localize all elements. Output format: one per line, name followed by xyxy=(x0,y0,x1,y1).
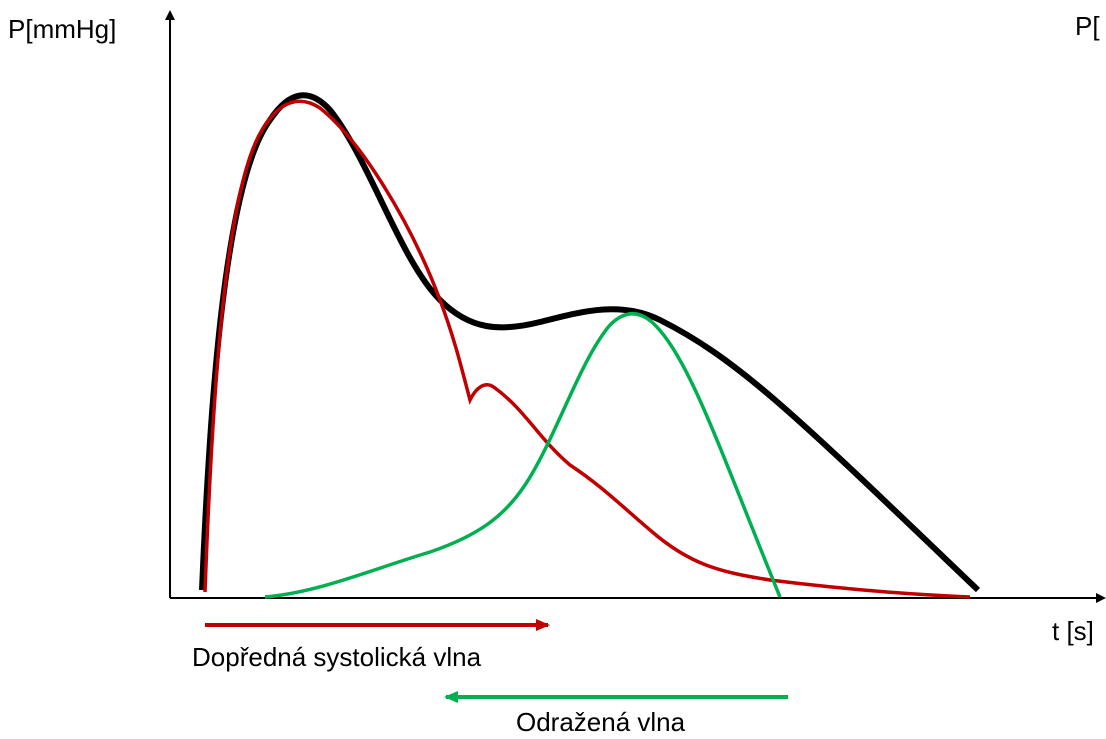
black-curve xyxy=(199,92,981,593)
y2-axis-label: P[ xyxy=(1075,11,1100,41)
reflected-label: Odražená vlna xyxy=(516,707,686,737)
green-curve xyxy=(264,312,782,599)
red-curve xyxy=(203,99,971,599)
x-axis-label: t [s] xyxy=(1052,616,1094,646)
forward-label: Dopředná systolická vlna xyxy=(192,642,482,672)
y-axis-label: P[mmHg] xyxy=(8,14,116,44)
